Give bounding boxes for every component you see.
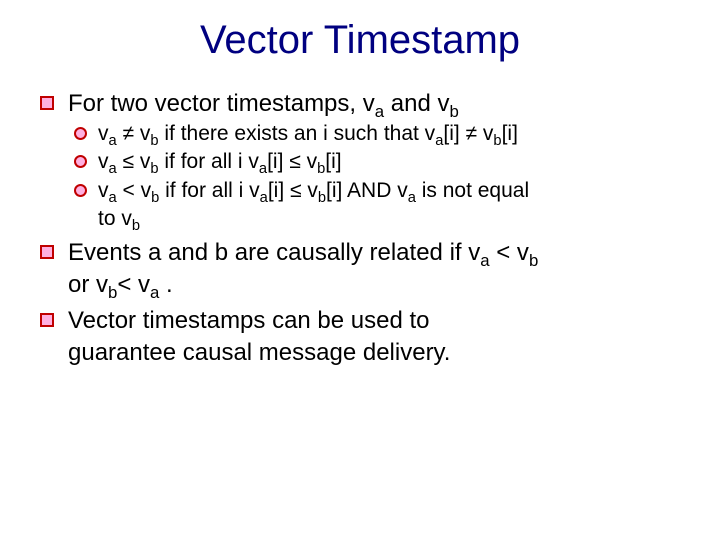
bullet-3-cont: guarantee causal message delivery. [68, 338, 680, 368]
bullet-3-line2: guarantee causal message delivery. [68, 339, 450, 366]
circle-bullet-icon [74, 155, 87, 168]
bullet-1-2: va ≤ vb if for all i va[i] ≤ vb[i] [74, 149, 680, 175]
square-bullet-icon [40, 96, 54, 110]
bullet-2-line2: or vb< va . [68, 271, 173, 298]
bullet-1-text: For two vector timestamps, va and vb [68, 90, 459, 117]
bullet-1-3-line1: va < vb if for all i va[i] ≤ vb[i] AND v… [98, 179, 529, 202]
page-title: Vector Timestamp [40, 18, 680, 63]
square-bullet-icon [40, 245, 54, 259]
bullet-1-1-text: va ≠ vb if there exists an i such that v… [98, 122, 518, 145]
bullet-2-line1: Events a and b are causally related if v… [68, 239, 538, 266]
bullet-1-3-line2: to vb [98, 207, 140, 230]
circle-bullet-icon [74, 127, 87, 140]
square-bullet-icon [40, 313, 54, 327]
slide: Vector Timestamp For two vector timestam… [0, 0, 720, 540]
bullet-1-2-text: va ≤ vb if for all i va[i] ≤ vb[i] [98, 150, 342, 173]
bullet-2: Events a and b are causally related if v… [40, 238, 680, 268]
bullet-1-3-cont: to vb [98, 206, 680, 232]
bullet-1: For two vector timestamps, va and vb [40, 89, 680, 119]
circle-bullet-icon [74, 184, 87, 197]
bullet-3-line1: Vector timestamps can be used to [68, 307, 430, 334]
bullet-1-3: va < vb if for all i va[i] ≤ vb[i] AND v… [74, 178, 680, 204]
bullet-3: Vector timestamps can be used to [40, 306, 680, 336]
bullet-1-1: va ≠ vb if there exists an i such that v… [74, 121, 680, 147]
bullet-2-cont: or vb< va . [68, 270, 680, 300]
